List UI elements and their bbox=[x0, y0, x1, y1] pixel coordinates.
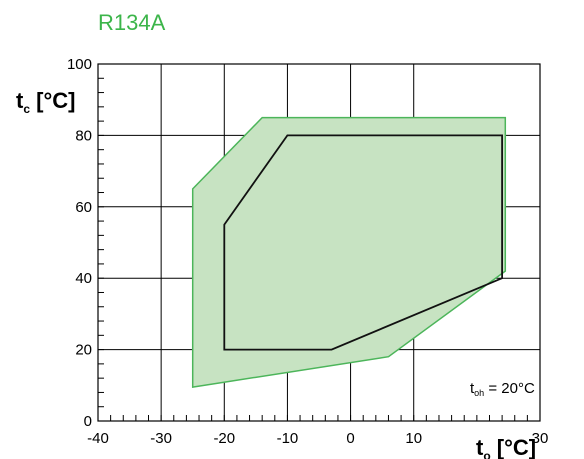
y-tick-label: 80 bbox=[75, 127, 92, 144]
y-tick-label: 100 bbox=[67, 56, 92, 73]
y-tick-label: 60 bbox=[75, 199, 92, 216]
x-tick-label: -20 bbox=[213, 430, 235, 447]
outer-envelope-area bbox=[191, 116, 507, 388]
plot-frame bbox=[97, 63, 541, 422]
y-tick-labels: 0 20 40 60 80 100 bbox=[67, 56, 92, 430]
x-tick-label: -30 bbox=[150, 430, 172, 447]
x-tick-label: -10 bbox=[277, 430, 299, 447]
x-tick-label: 10 bbox=[405, 430, 422, 447]
x-tick-label: 30 bbox=[532, 430, 549, 447]
x-axis-title: to [°C] bbox=[476, 435, 536, 459]
series-layer bbox=[191, 116, 507, 388]
minor-ticks bbox=[97, 63, 541, 422]
superheat-note: toh = 20°C bbox=[470, 380, 535, 398]
x-tick-labels: -40 -30 -20 -10 0 10 30 bbox=[87, 430, 548, 447]
y-tick-label: 0 bbox=[84, 413, 92, 430]
inner-envelope-line bbox=[223, 134, 504, 351]
x-tick-label: -40 bbox=[87, 430, 109, 447]
y-tick-label: 40 bbox=[75, 270, 92, 287]
x-tick-label: 0 bbox=[346, 430, 354, 447]
y-axis-title: tc [°C] bbox=[16, 88, 75, 116]
y-tick-label: 20 bbox=[75, 342, 92, 359]
chart-title: R134A bbox=[98, 10, 166, 35]
